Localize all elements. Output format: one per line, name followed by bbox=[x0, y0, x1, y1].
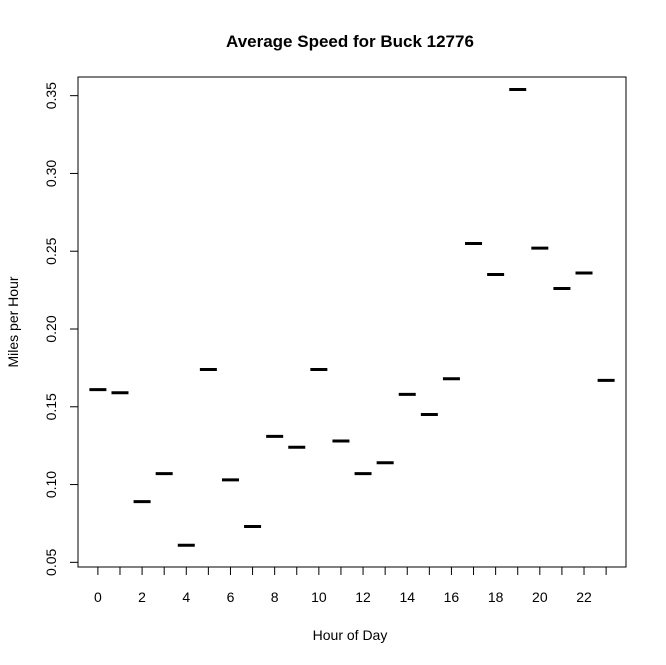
y-axis-label: Miles per Hour bbox=[5, 276, 21, 367]
x-tick-label: 8 bbox=[271, 589, 279, 605]
x-tick-label: 10 bbox=[311, 589, 327, 605]
data-marks bbox=[89, 87, 615, 547]
x-tick-label: 14 bbox=[399, 589, 415, 605]
y-tick-label: 0.15 bbox=[43, 393, 59, 420]
x-tick-label: 18 bbox=[488, 589, 504, 605]
x-axis-label: Hour of Day bbox=[313, 627, 388, 643]
y-tick-label: 0.05 bbox=[43, 548, 59, 575]
x-tick-label: 2 bbox=[138, 589, 146, 605]
y-tick-label: 0.30 bbox=[43, 160, 59, 187]
x-tick-label: 4 bbox=[182, 589, 190, 605]
x-tick-label: 6 bbox=[227, 589, 235, 605]
x-tick-label: 16 bbox=[444, 589, 460, 605]
y-tick-label: 0.25 bbox=[43, 237, 59, 264]
plot-frame bbox=[77, 76, 627, 568]
chart-title: Average Speed for Buck 12776 bbox=[226, 32, 474, 51]
y-tick-label: 0.35 bbox=[43, 82, 59, 109]
x-tick-label: 12 bbox=[355, 589, 371, 605]
y-tick-label: 0.20 bbox=[43, 315, 59, 342]
y-tick-label: 0.10 bbox=[43, 471, 59, 498]
x-tick-label: 0 bbox=[94, 589, 102, 605]
x-tick-label: 22 bbox=[576, 589, 592, 605]
x-tick-label: 20 bbox=[532, 589, 548, 605]
y-axis: 0.05 0.10 0.15 0.20 0.25 0.30 0.35 bbox=[43, 82, 79, 576]
x-axis: 0 2 4 6 8 10 12 14 16 18 20 22 bbox=[94, 566, 607, 605]
